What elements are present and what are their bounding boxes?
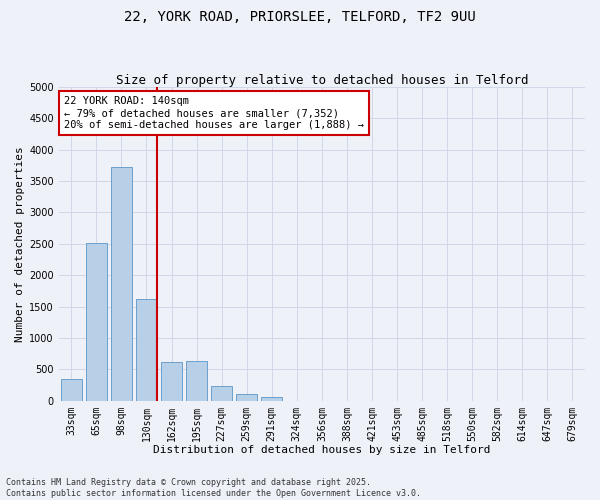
Bar [86, 242, 107, 400]
Text: Contains HM Land Registry data © Crown copyright and database right 2025.
Contai: Contains HM Land Registry data © Crown c… [6, 478, 421, 498]
Bar [136, 299, 157, 400]
Text: 22, YORK ROAD, PRIORSLEE, TELFORD, TF2 9UU: 22, YORK ROAD, PRIORSLEE, TELFORD, TF2 9… [124, 10, 476, 24]
Bar [111, 168, 132, 400]
Y-axis label: Number of detached properties: Number of detached properties [15, 146, 25, 342]
Bar [161, 362, 182, 401]
Bar [211, 386, 232, 400]
Bar [236, 394, 257, 400]
Bar [186, 361, 207, 401]
Bar [261, 396, 283, 400]
Bar [61, 379, 82, 400]
Text: 22 YORK ROAD: 140sqm
← 79% of detached houses are smaller (7,352)
20% of semi-de: 22 YORK ROAD: 140sqm ← 79% of detached h… [64, 96, 364, 130]
Title: Size of property relative to detached houses in Telford: Size of property relative to detached ho… [116, 74, 528, 87]
X-axis label: Distribution of detached houses by size in Telford: Distribution of detached houses by size … [153, 445, 491, 455]
